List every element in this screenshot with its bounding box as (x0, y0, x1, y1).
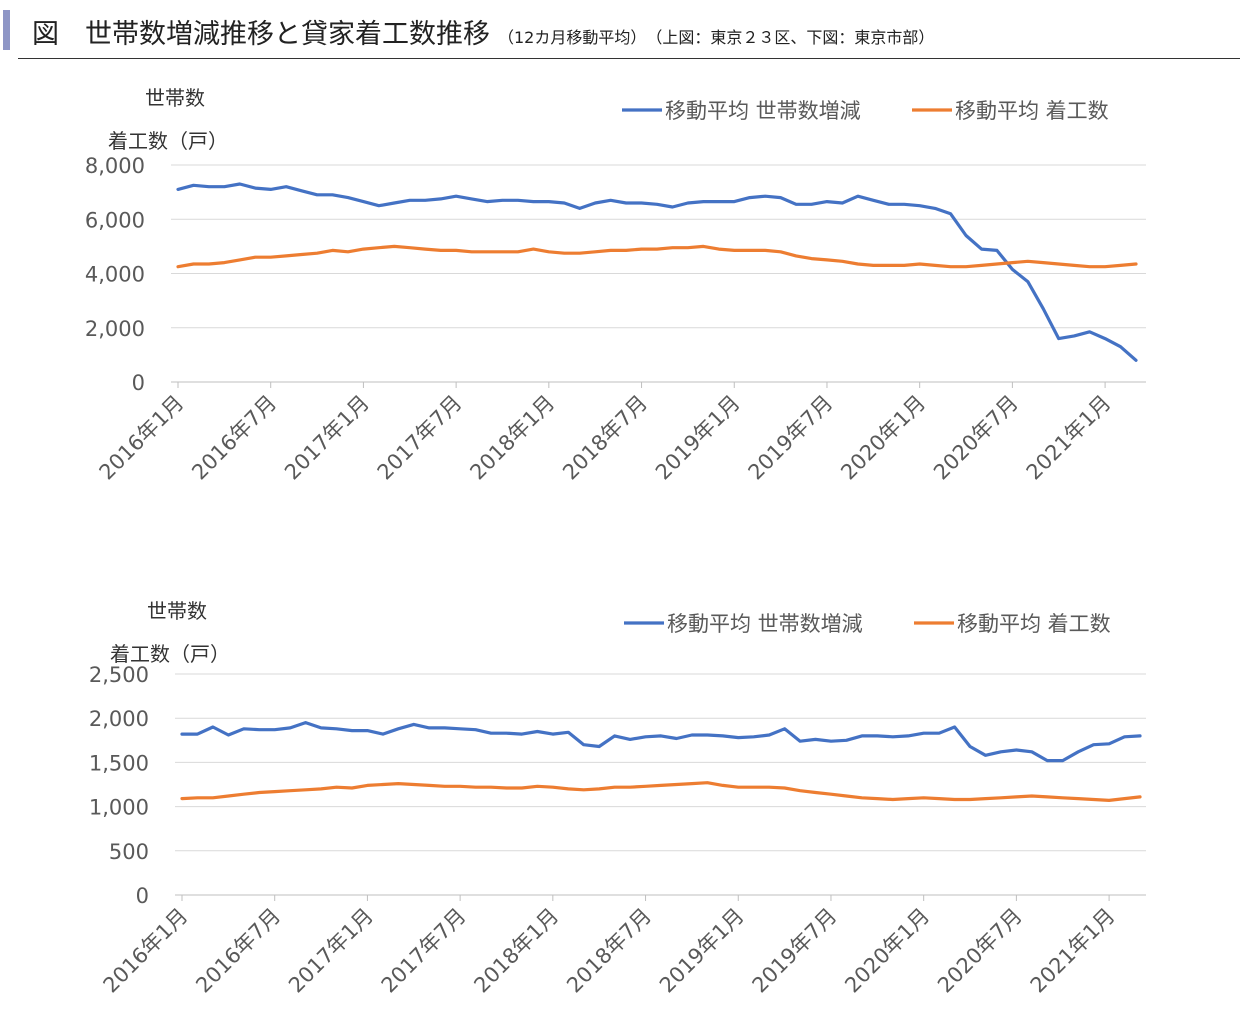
y-axis-label-starts: 着工数（戸） (108, 129, 228, 153)
y-tick-label: 500 (109, 840, 149, 864)
y-tick-label: 0 (136, 884, 149, 908)
x-tick-label: 2017年7月 (373, 391, 467, 485)
figure-label: 図 (32, 19, 59, 50)
x-tick-label: 2017年1月 (280, 391, 374, 485)
y-tick-label: 1,500 (89, 751, 149, 775)
x-tick-label: 2018年7月 (558, 391, 652, 485)
page-title: 図世帯数増減推移と貸家着工数推移 （12カ月移動平均） （上図：東京２３区、下図：… (32, 12, 934, 51)
x-tick-label: 2016年1月 (95, 391, 189, 485)
x-tick-label: 2020年1月 (836, 391, 930, 485)
chart-tokyo-23-wards: 世帯数 着工数（戸） 0 2,000 4,000 6,000 8,000 2016年1月 2… (0, 60, 1240, 530)
x-tick-label: 2017年7月 (377, 904, 471, 998)
x-tick-label: 2019年1月 (655, 904, 749, 998)
x-tick-label: 2018年7月 (562, 904, 656, 998)
chart-plot-area: 05001,0001,5002,0002,5002016年1月2016年7月20… (89, 612, 1146, 998)
x-tick-label: 2019年7月 (744, 391, 838, 485)
y-axis-label-households: 世帯数 (147, 599, 207, 623)
title-subtitle: （12カ月移動平均） （上図：東京２３区、下図：東京市部） (498, 28, 935, 47)
chart-tokyo-cities: 世帯数 着工数（戸） 0 500 1,000 1,500 2,000 2,500 2016年… (0, 575, 1240, 1034)
legend-label: 移動平均 世帯数増減 (665, 99, 861, 123)
y-axis-label-households: 世帯数 (145, 86, 205, 110)
y-tick-label: 1,000 (89, 796, 149, 820)
x-tick-label: 2016年7月 (187, 391, 281, 485)
x-tick-label: 2017年1月 (284, 904, 378, 998)
x-tick-label: 2016年7月 (191, 904, 285, 998)
series-line-households (176, 182, 1138, 362)
y-tick-label: 2,500 (89, 663, 149, 687)
series-line-housing-starts (180, 781, 1142, 802)
x-tick-label: 2018年1月 (469, 904, 563, 998)
x-tick-label: 2019年7月 (748, 904, 842, 998)
title-accent-bar (3, 10, 10, 50)
y-tick-label: 0 (132, 371, 145, 395)
legend-label: 移動平均 着工数 (955, 99, 1109, 123)
y-tick-label: 6,000 (85, 208, 145, 232)
series-line-housing-starts (176, 244, 1138, 269)
y-tick-label: 4,000 (85, 263, 145, 287)
y-axis-label-starts: 着工数（戸） (110, 642, 230, 666)
y-tick-label: 2,000 (85, 317, 145, 341)
y-tick-label: 2,000 (89, 707, 149, 731)
chart-plot-area: 02,0004,0006,0008,0002016年1月2016年7月2017年… (85, 99, 1146, 485)
x-tick-label: 2020年1月 (840, 904, 934, 998)
x-tick-label: 2021年1月 (1026, 904, 1120, 998)
series-line-households (180, 721, 1142, 763)
x-tick-label: 2016年1月 (99, 904, 193, 998)
legend-label: 移動平均 世帯数増減 (667, 612, 863, 636)
x-tick-label: 2019年1月 (651, 391, 745, 485)
x-tick-label: 2021年1月 (1022, 391, 1116, 485)
legend-label: 移動平均 着工数 (957, 612, 1111, 636)
x-tick-label: 2018年1月 (465, 391, 559, 485)
title-underline (18, 58, 1240, 59)
x-tick-label: 2020年7月 (933, 904, 1027, 998)
title-main-text: 世帯数増減推移と貸家着工数推移 (85, 19, 490, 50)
x-tick-label: 2020年7月 (929, 391, 1023, 485)
title-bar: 図世帯数増減推移と貸家着工数推移 （12カ月移動平均） （上図：東京２３区、下図：… (0, 0, 1240, 60)
y-tick-label: 8,000 (85, 154, 145, 178)
